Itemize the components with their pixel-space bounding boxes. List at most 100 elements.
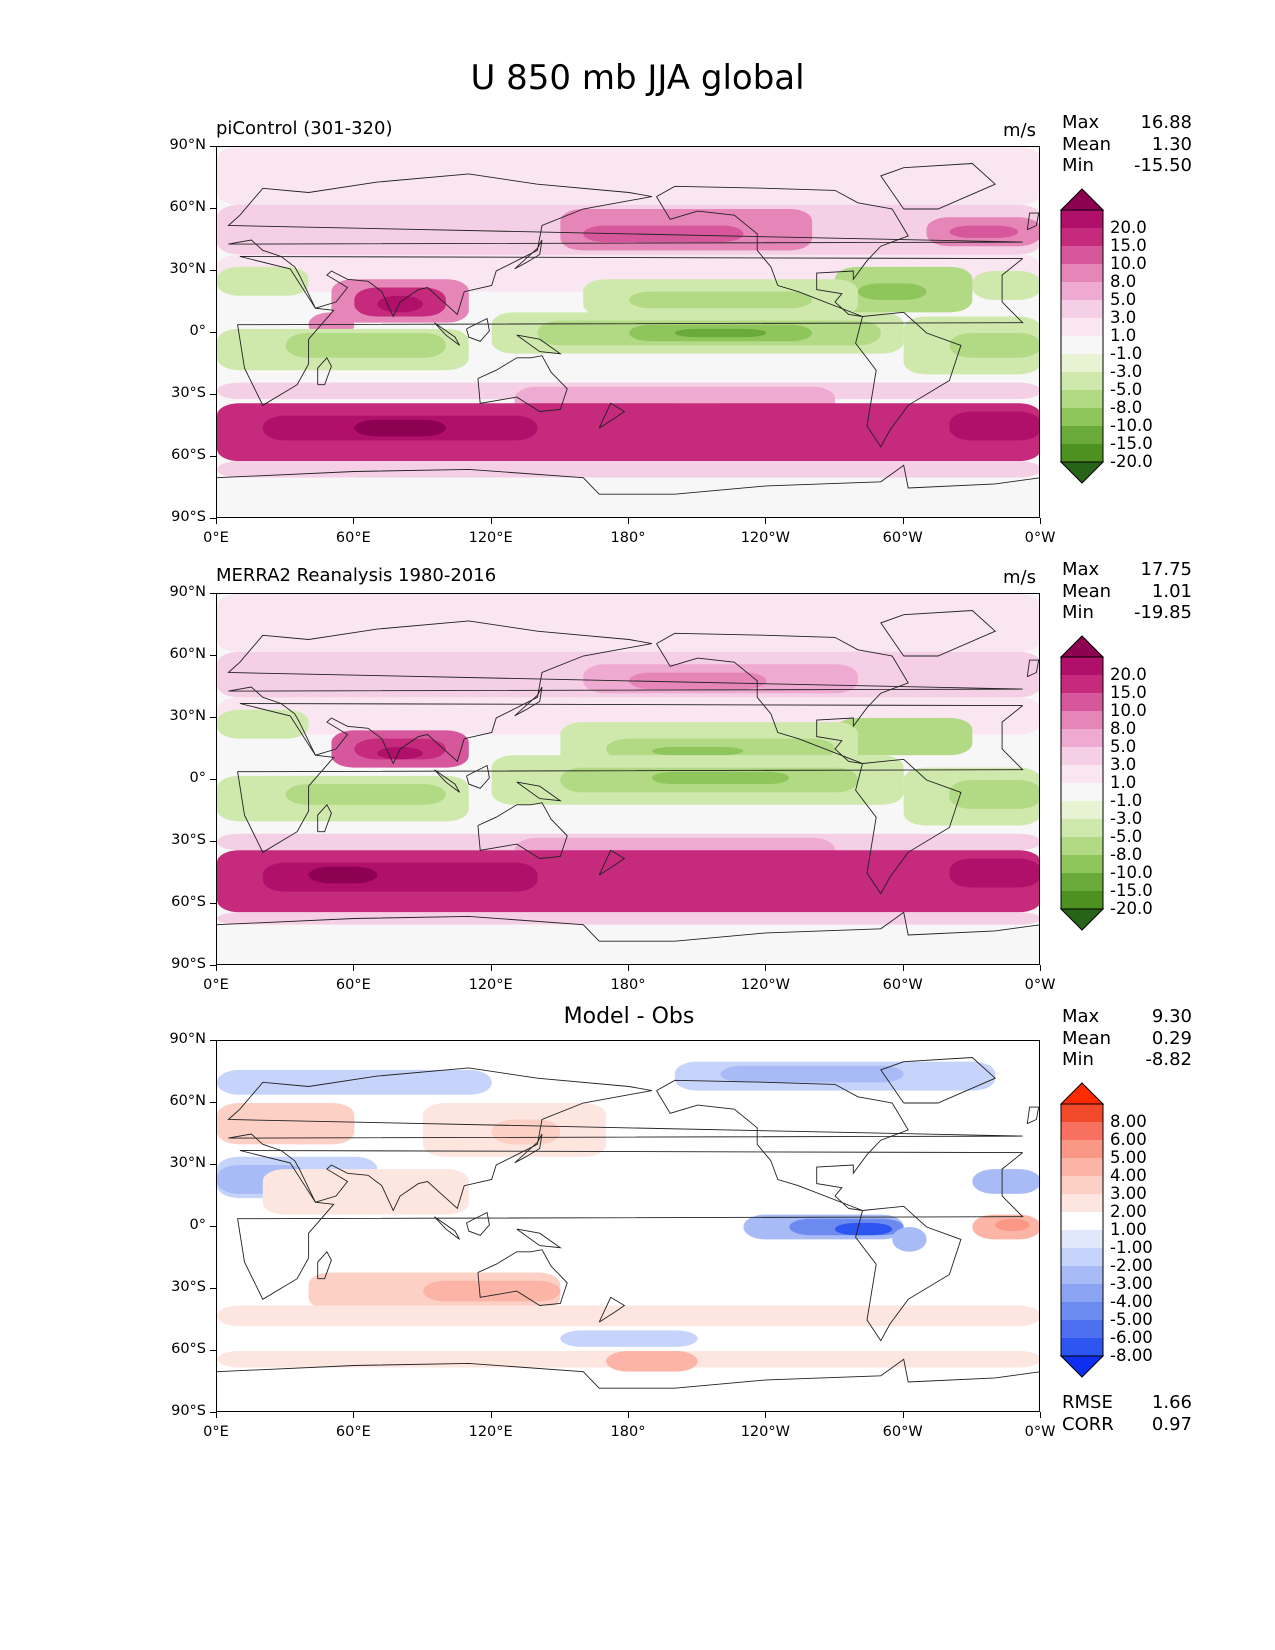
contour-band [491, 1119, 561, 1145]
coastline [1026, 212, 1039, 231]
contour-band [354, 419, 446, 437]
map-svg [217, 147, 1039, 517]
colorbar-segment [1061, 783, 1103, 802]
y-tick-mark [210, 1040, 216, 1041]
colorbar-segment [1061, 765, 1103, 784]
colorbar-label: 5.00 [1110, 1148, 1147, 1167]
coastline [227, 173, 1023, 318]
x-tick-mark [628, 1412, 629, 1418]
coastline [434, 769, 460, 793]
coastlines [217, 610, 1039, 942]
colorbar-extend-top [1059, 188, 1105, 211]
x-tick-mark [1040, 518, 1041, 524]
coastline [237, 703, 1024, 853]
coastline [656, 1079, 909, 1211]
stat-value: 9.30 [1151, 1006, 1192, 1027]
metric-label: CORR [1062, 1413, 1114, 1435]
map-panel-1: piControl (301-320) m/s Max 16.88 Mean 1.30 Mi… [0, 112, 1275, 588]
stat-row-mean: Mean 1.01 [1062, 581, 1192, 603]
x-tick-mark [628, 518, 629, 524]
coastline [477, 1249, 568, 1306]
y-tick-label: 30°S [171, 1279, 206, 1295]
stat-label: Max [1062, 1006, 1100, 1027]
x-tick-mark [353, 1412, 355, 1418]
colorbar-segment [1061, 747, 1103, 766]
metric-value: 1.66 [1151, 1392, 1192, 1413]
contour-band [217, 709, 309, 739]
y-tick-mark [210, 332, 216, 333]
coastline [237, 256, 1024, 406]
coastline [880, 163, 997, 210]
metric-value: 0.97 [1151, 1413, 1192, 1435]
x-tick-mark [1040, 1412, 1041, 1418]
colorbar-segment [1061, 210, 1103, 229]
colorbar-svg [1059, 1082, 1105, 1378]
colorbar-segment [1061, 1158, 1103, 1177]
metric-label: RMSE [1062, 1392, 1113, 1413]
x-tick-label: 60°W [882, 1424, 923, 1440]
colorbar-segment [1061, 693, 1103, 712]
coastline [434, 1216, 460, 1240]
contour-band [835, 718, 973, 756]
contour-band [949, 333, 1039, 358]
map-plot [216, 146, 1040, 518]
x-tick-label: 0°E [203, 530, 229, 546]
x-tick-mark [765, 965, 767, 971]
colorbar-segment [1061, 1140, 1103, 1159]
colorbar-label: 2.00 [1110, 1202, 1147, 1221]
coastline [516, 334, 562, 355]
y-tick-label: 90°N [169, 137, 206, 153]
contour-band [972, 271, 1039, 300]
y-tick-mark [210, 841, 216, 842]
colorbar-frame [1060, 209, 1104, 463]
x-tick-label: 120°W [740, 530, 790, 546]
x-tick-mark [216, 518, 217, 524]
coastline [217, 1358, 1039, 1389]
colorbar-segment [1061, 354, 1103, 373]
colorbar-label: 6.00 [1110, 1130, 1147, 1149]
colorbar-label: -4.00 [1110, 1292, 1153, 1311]
contour-band [217, 461, 1039, 478]
stat-row-mean: Mean 0.29 [1062, 1028, 1192, 1050]
y-tick-mark [210, 965, 216, 966]
colorbar-segment [1061, 801, 1103, 820]
contour-band [217, 147, 1039, 205]
map-plot [216, 1040, 1040, 1412]
colorbar-label: -10.0 [1110, 416, 1153, 435]
x-tick-mark [490, 518, 492, 524]
colorbar-segment [1061, 711, 1103, 730]
colorbar-segment [1061, 657, 1103, 676]
coastline [598, 402, 626, 429]
colorbar-label: -2.00 [1110, 1256, 1153, 1275]
colorbar-segment [1061, 891, 1103, 910]
colorbar-label: 3.0 [1110, 308, 1137, 327]
colorbar-segment [1061, 336, 1103, 355]
colorbar-label: -15.0 [1110, 881, 1153, 900]
metrics-box: RMSE 1.66 CORR 0.97 [1062, 1392, 1192, 1435]
y-tick-mark [210, 1164, 216, 1165]
coastline [434, 322, 460, 346]
stat-row-mean: Mean 1.30 [1062, 134, 1192, 156]
stat-label: Min [1062, 1049, 1094, 1070]
colorbar-label: -1.0 [1110, 344, 1143, 363]
y-tick-mark [210, 779, 216, 780]
y-tick-label: 30°S [171, 385, 206, 401]
y-tick-mark [210, 146, 216, 147]
contour-band [217, 266, 309, 296]
x-tick-mark [628, 965, 629, 971]
stat-value: -8.82 [1145, 1049, 1192, 1070]
panel-title: MERRA2 Reanalysis 1980-2016 [216, 565, 497, 586]
stat-row-min: Min -15.50 [1062, 155, 1192, 177]
colorbar-segment [1061, 372, 1103, 391]
metric-row-corr: CORR 0.97 [1062, 1414, 1192, 1436]
map-plot [216, 593, 1040, 965]
stat-label: Min [1062, 155, 1094, 176]
colorbar [1059, 635, 1105, 931]
stat-label: Mean [1062, 580, 1112, 602]
units-label: m/s [1003, 120, 1036, 141]
colorbar-segment [1061, 444, 1103, 463]
x-tick-label: 0°E [203, 977, 229, 993]
y-tick-label: 30°N [169, 261, 206, 277]
colorbar-label: -8.00 [1110, 1346, 1153, 1365]
contour-band [629, 291, 813, 309]
